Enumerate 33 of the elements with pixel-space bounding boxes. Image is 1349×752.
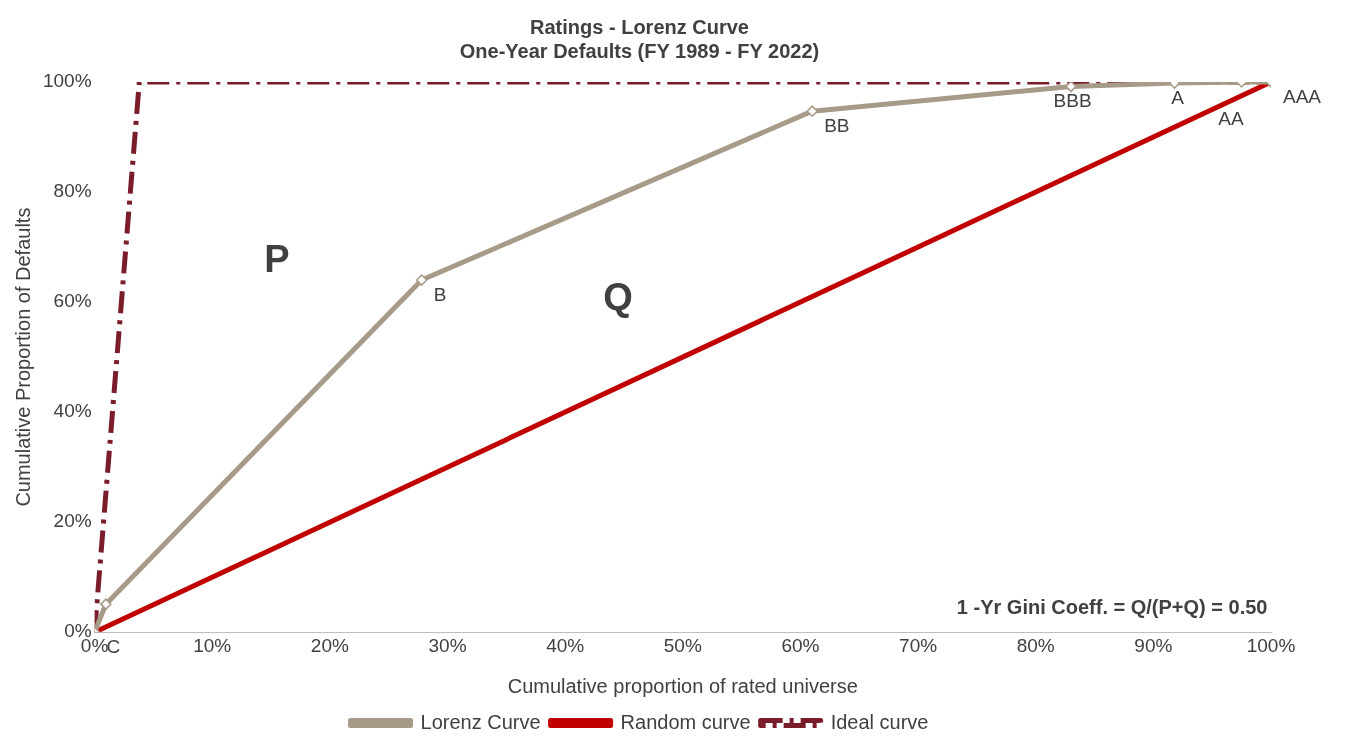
y-axis-title: Cumulative Proportion of Defaults [11,207,34,507]
x-tick-label: 60% [781,634,820,656]
annotation: BBB [1053,90,1092,112]
x-tick-label: 80% [1016,634,1055,656]
legend-label: Random curve [620,710,751,733]
x-tick-label: 70% [899,634,938,656]
x-tick-label: 90% [1134,634,1173,656]
x-tick-label: 40% [546,634,585,656]
x-tick-label: 20% [310,634,349,656]
y-tick-label: 20% [53,510,92,532]
x-axis-title: Cumulative proportion of rated universe [507,674,858,697]
x-tick-label: 30% [428,634,467,656]
legend-label: Lorenz Curve [420,710,541,733]
x-tick-label: 50% [663,634,702,656]
x-tick-label: 100% [1246,634,1296,656]
annotation: AA [1218,107,1244,129]
point [415,274,428,286]
annotation: C [106,635,121,657]
legend-label: Ideal curve [830,710,929,733]
chart-subtitle: One-Year Defaults (FY 1989 - FY 2022) [459,39,820,62]
chart-title: Ratings - Lorenz Curve [530,15,749,38]
annotation: Q [603,276,633,319]
annotation: AAA [1283,85,1322,107]
annotation: B [433,283,447,305]
y-tick-label: 100% [42,70,92,92]
annotation: BB [824,114,850,136]
annotation: 1 -Yr Gini Coeff. = Q/(P+Q) = 0.50 [956,595,1268,618]
y-tick-label: 40% [53,400,92,422]
y-tick-label: 80% [53,180,92,202]
x-tick-label: 10% [193,634,232,656]
annotation: P [264,237,290,280]
annotation: A [1171,86,1185,108]
y-tick-label: 60% [53,290,92,312]
